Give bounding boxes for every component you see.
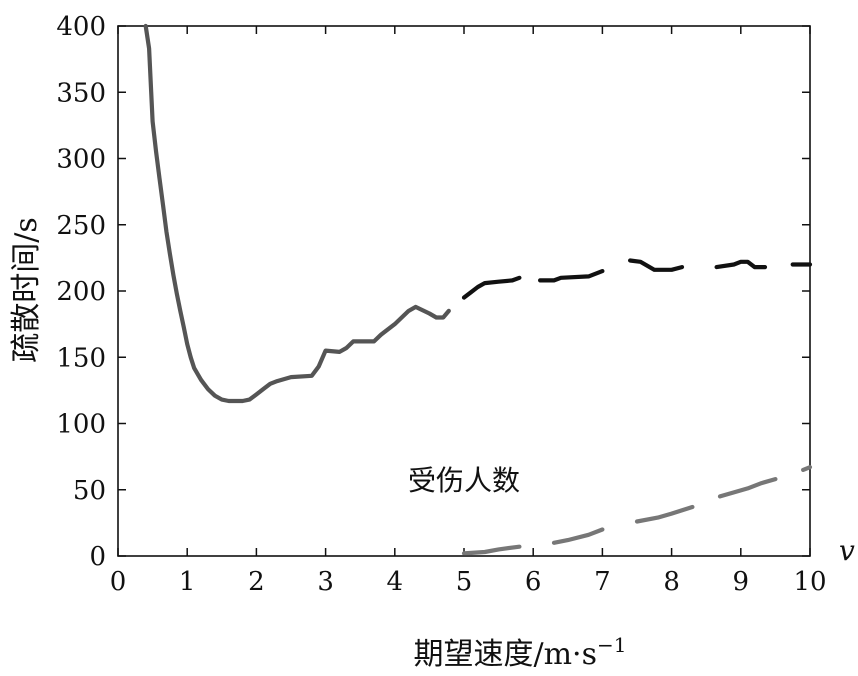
x-tick-label: 7 [594, 567, 611, 597]
x-tick-label: 1 [179, 567, 196, 597]
x-tick-label: 10 [793, 567, 826, 597]
y-tick-label: 400 [56, 12, 106, 42]
y-axis-title: 疏散时间/s [9, 217, 44, 363]
y-tick-label: 250 [56, 211, 106, 241]
series-0 [143, 23, 451, 404]
annotation-injured-count: 受伤人数 [408, 464, 520, 497]
series-2-segment-0 [461, 544, 522, 556]
y-tick-label: 350 [56, 78, 106, 108]
series-2-segment-3 [717, 477, 778, 499]
y-tick-label: 0 [89, 542, 106, 572]
series-2-segment-4 [801, 465, 813, 472]
x-tick-label: 5 [456, 567, 473, 597]
series-2 [461, 465, 813, 556]
x-tick-label: 0 [110, 567, 127, 597]
x-tick-label: 4 [387, 567, 404, 597]
x-axis-symbol: v [839, 534, 855, 567]
x-axis-title-text: 期望速度/m·s [414, 637, 598, 672]
x-tick-label: 9 [733, 567, 750, 597]
y-tick-label: 150 [56, 343, 106, 373]
y-tick-label: 50 [73, 476, 106, 506]
x-tick-label: 6 [525, 567, 542, 597]
y-tick-label: 300 [56, 145, 106, 175]
series-2-segment-1 [551, 527, 605, 545]
series-1 [461, 258, 813, 300]
y-tick-label: 200 [56, 277, 106, 307]
series-1-segment-0 [461, 275, 522, 300]
series-2-segment-2 [634, 504, 695, 524]
series-1-segment-3 [714, 259, 768, 270]
x-axis-title-exponent: −1 [597, 633, 626, 657]
series-1-segment-2 [628, 258, 685, 272]
series-0-segment-0 [143, 23, 451, 404]
x-tick-label: 8 [663, 567, 680, 597]
x-tick-label: 2 [248, 567, 265, 597]
x-axis-title: 期望速度/m·s−1 [414, 633, 627, 672]
y-tick-label: 100 [56, 410, 106, 440]
series-1-segment-1 [538, 269, 605, 283]
x-tick-label: 3 [317, 567, 334, 597]
series-layer [143, 23, 813, 556]
